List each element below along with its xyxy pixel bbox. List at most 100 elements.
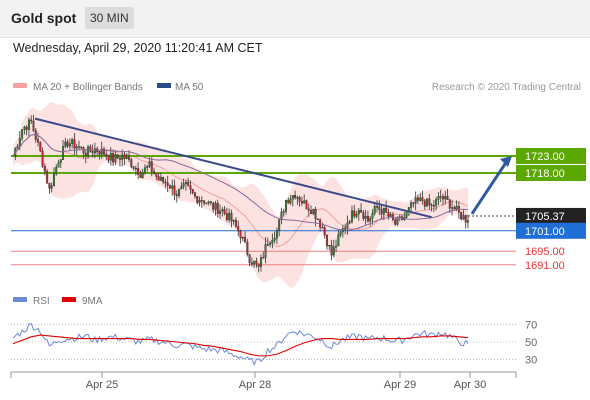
- candle-body: [366, 215, 369, 222]
- candle-body: [80, 146, 83, 149]
- x-tick-label: Apr 30: [454, 379, 486, 391]
- legend-swatch-rsi: [13, 297, 27, 302]
- candle-body: [428, 198, 431, 205]
- candle-body: [191, 188, 194, 194]
- candle-body: [118, 157, 121, 160]
- legend-swatch-9ma: [62, 297, 76, 302]
- candle-body: [66, 141, 69, 147]
- header-bar: Gold spot 30 MIN: [0, 0, 590, 38]
- candle-body: [357, 209, 360, 215]
- candle-body: [353, 210, 356, 217]
- candle-body: [248, 254, 251, 264]
- candle-body: [205, 202, 208, 205]
- candle-body: [55, 166, 58, 175]
- candle-body: [325, 234, 328, 247]
- candle-body: [412, 202, 415, 204]
- candle-body: [271, 239, 274, 244]
- candle-body: [275, 230, 278, 239]
- candle-body: [321, 226, 324, 229]
- candle-body: [143, 167, 146, 173]
- candle-body: [173, 185, 176, 195]
- candle-body: [426, 198, 429, 207]
- candle-body: [230, 212, 233, 222]
- legend-label-9ma: 9MA: [82, 296, 103, 307]
- candle-body: [410, 202, 413, 208]
- candle-body: [168, 185, 171, 189]
- candle-body: [148, 161, 151, 167]
- candle-body: [232, 220, 235, 222]
- candle-body: [180, 186, 183, 190]
- candle-body: [310, 210, 313, 214]
- candle-body: [157, 176, 160, 181]
- legend-label-ma50: MA 50: [175, 82, 204, 93]
- candle-body: [421, 197, 424, 202]
- candle-body: [332, 246, 335, 256]
- candle-body: [116, 154, 119, 159]
- candle-body: [405, 211, 408, 218]
- candle-body: [464, 215, 467, 223]
- candle-body: [137, 168, 140, 175]
- candle-body: [262, 257, 265, 259]
- x-tick-label: Apr 25: [86, 379, 118, 391]
- candle-body: [455, 206, 458, 210]
- candle-body: [37, 139, 40, 143]
- rsi-ma9-line: [12, 334, 469, 357]
- candle-body: [187, 182, 190, 186]
- candle-body: [214, 202, 217, 210]
- rsi-tick-label: 30: [525, 354, 537, 366]
- candle-body: [102, 148, 105, 155]
- candle-body: [296, 197, 299, 199]
- candle-body: [257, 263, 260, 267]
- resistance-label: 1718.00: [525, 168, 565, 180]
- candle-body: [346, 222, 349, 229]
- candle-body: [303, 200, 306, 204]
- candle-body: [234, 220, 237, 227]
- candle-body: [444, 196, 447, 200]
- candle-body: [178, 188, 181, 196]
- annotations: [34, 117, 512, 219]
- pivot-label-bg: [516, 222, 586, 239]
- candle-body: [84, 152, 87, 157]
- candle-body: [287, 200, 290, 204]
- support-label: 1695.00: [525, 246, 565, 258]
- candle-body: [203, 200, 206, 204]
- candle-body: [266, 244, 269, 246]
- price-levels: 1723.00 1718.00 1705.37 1701.00 1695.00 1691.…: [11, 148, 586, 272]
- candle-body: [89, 146, 92, 152]
- chart-credit: Research © 2020 Trading Central: [432, 82, 581, 93]
- candle-body: [164, 181, 167, 184]
- candle-body: [335, 245, 338, 248]
- candle-body: [437, 196, 440, 200]
- candle-body: [25, 126, 28, 130]
- candle-body: [162, 176, 165, 183]
- candle-body: [221, 209, 224, 212]
- candle-body: [419, 197, 422, 201]
- candle-body: [291, 195, 294, 200]
- candle-body: [316, 218, 319, 221]
- candle-body: [166, 182, 169, 186]
- timeframe-badge[interactable]: 30 MIN: [85, 7, 134, 29]
- candle-body: [23, 126, 26, 130]
- candle-body: [330, 244, 333, 256]
- candle-body: [30, 119, 33, 122]
- candle-body: [123, 154, 126, 159]
- candle-body: [239, 230, 242, 239]
- candle-body: [87, 146, 90, 157]
- candle-body: [430, 204, 433, 206]
- candle-body: [280, 211, 283, 220]
- candle-body: [350, 210, 353, 222]
- candle-body: [184, 182, 187, 184]
- bollinger-bands: [12, 101, 469, 288]
- candle-body: [369, 218, 372, 222]
- candle-body: [376, 206, 379, 208]
- candle-body: [68, 143, 71, 147]
- legend-swatch-bollinger: [13, 83, 27, 88]
- candle-body: [467, 220, 470, 223]
- candle-body: [362, 212, 365, 219]
- candle-body: [171, 185, 174, 189]
- ma50-line: [12, 134, 469, 231]
- candle-body: [396, 217, 399, 225]
- bollinger-band-fill: [13, 101, 468, 288]
- candle-body: [285, 200, 288, 212]
